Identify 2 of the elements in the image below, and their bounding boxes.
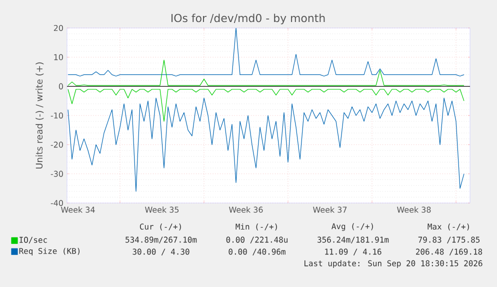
y-axis-title: Units read (-) / write (+): [36, 62, 44, 169]
chart-title: IOs for /dev/md0 - by month: [171, 14, 325, 24]
